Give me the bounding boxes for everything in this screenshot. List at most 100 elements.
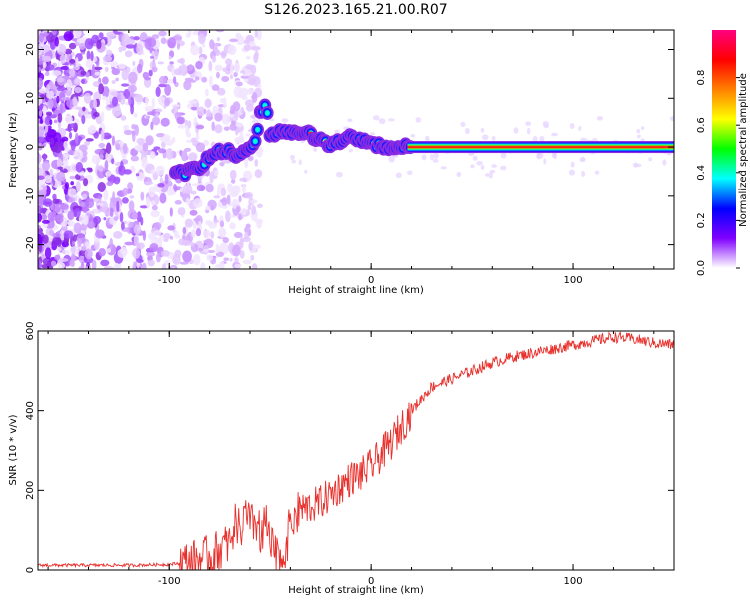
heatmap-noise-cell (38, 66, 42, 72)
heatmap-y-tick-label: 20 (25, 43, 36, 56)
heatmap-noise-cell (177, 207, 186, 216)
heatmap-noise-cell (120, 115, 127, 121)
heatmap-noise-cell (118, 63, 126, 70)
heatmap-noise-cell (215, 243, 220, 254)
heatmap-noise-cell (640, 126, 645, 131)
heatmap-noise-cell (69, 123, 76, 129)
heatmap-noise-cell (291, 159, 296, 164)
heatmap-noise-cell (476, 161, 483, 166)
heatmap-noise-cell (594, 170, 600, 175)
heatmap-noise-cell (160, 250, 170, 257)
heatmap-noise-cell (480, 128, 485, 133)
heatmap-noise-cell (176, 116, 185, 125)
heatmap-noise-cell (54, 254, 61, 261)
heatmap-noise-cell (127, 95, 132, 106)
heatmap-noise-cell (81, 79, 85, 84)
heatmap-noise-cell (158, 83, 167, 88)
heatmap-noise-cell (41, 253, 45, 260)
heatmap-noise-cell (98, 32, 104, 39)
heatmap-noise-cell (145, 115, 151, 120)
heatmap-noise-cell (568, 169, 576, 176)
heatmap-noise-cell (239, 238, 244, 249)
heatmap-noise-cell (86, 50, 91, 61)
heatmap-noise-cell (42, 153, 47, 162)
heatmap-noise-cell (313, 147, 318, 152)
heatmap-noise-cell (164, 173, 169, 185)
heatmap-noise-cell (155, 252, 161, 263)
heatmap-noise-cell (56, 77, 64, 83)
heatmap-noise-cell (220, 50, 227, 59)
heatmap-noise-cell (235, 139, 245, 144)
heatmap-noise-cell (215, 71, 220, 79)
heatmap-noise-cell (232, 101, 241, 112)
heatmap-noise-cell (136, 258, 144, 264)
heatmap-noise-cell (243, 44, 251, 52)
heatmap-noise-cell (204, 88, 209, 97)
heatmap-noise-cell (167, 225, 175, 231)
heatmap-noise-cell (72, 96, 78, 107)
heatmap-noise-cell (257, 203, 263, 208)
snr-ticks: -100 0 100 0 200 400 600 (25, 321, 674, 587)
heatmap-noise-cell (93, 98, 98, 110)
heatmap-noise-cell (81, 114, 86, 125)
heatmap-noise-cell (219, 220, 225, 228)
colorbar-tick-label: 0.8 (696, 70, 707, 86)
heatmap-noise-cell (198, 247, 203, 252)
heatmap-noise-cell (178, 65, 182, 76)
heatmap-noise-cell (155, 112, 159, 118)
heatmap-noise-cell (57, 247, 62, 252)
heatmap-noise-cell (133, 36, 140, 41)
heatmap-noise-cell (124, 50, 133, 58)
heatmap-noise-cell (500, 151, 507, 159)
heatmap-noise-cell (130, 155, 140, 162)
heatmap-noise-cell (70, 181, 75, 186)
heatmap-noise-cell (240, 75, 250, 79)
heatmap-noise-cell (94, 71, 101, 76)
heatmap-noise-cell (80, 51, 86, 55)
heatmap-noise-cell (208, 60, 213, 72)
heatmap-noise-cell (54, 141, 62, 154)
heatmap-noise-cell (39, 103, 43, 111)
heatmap-noise-cell (247, 156, 254, 161)
heatmap-noise-cell (121, 221, 125, 230)
heatmap-noise-cell (212, 55, 217, 63)
heatmap-noise-cell (636, 128, 641, 134)
heatmap-noise-cell (75, 106, 83, 110)
heatmap-noise-cell (151, 205, 158, 211)
heatmap-noise-cell (141, 157, 148, 167)
heatmap-noise-cell (105, 135, 112, 139)
heatmap-noise-cell (219, 97, 225, 104)
snr-background (38, 331, 674, 570)
heatmap-noise-cell (219, 228, 226, 238)
heatmap-noise-cell (388, 155, 395, 163)
heatmap-noise-cell (76, 37, 86, 44)
heatmap-noise-cell (229, 109, 235, 115)
heatmap-noise-cell (113, 230, 123, 239)
heatmap-noise-cell (84, 38, 94, 50)
heatmap-noise-cell (159, 215, 165, 224)
heatmap-noise-cell (227, 44, 237, 56)
heatmap-noise-cell (69, 68, 76, 77)
heatmap-ridge (168, 98, 674, 183)
heatmap-noise-cell (184, 119, 189, 127)
heatmap-noise-cell (52, 193, 57, 201)
heatmap-noise-cell (281, 118, 289, 123)
heatmap-noise-cell (151, 97, 155, 110)
heatmap-noise-cell (128, 200, 135, 212)
heatmap-y-tick-label: -20 (25, 236, 36, 252)
heatmap-noise-cell (526, 127, 531, 135)
heatmap-noise-cell (148, 69, 153, 77)
heatmap-noise-cell (96, 39, 102, 50)
heatmap-noise-cell (117, 93, 122, 103)
heatmap-noise-cell (185, 197, 191, 206)
heatmap-noise-cell (336, 171, 343, 178)
heatmap-noise-cell (149, 151, 156, 160)
heatmap-noise-cell (136, 43, 144, 56)
heatmap-noise-cell (189, 209, 198, 216)
heatmap-noise-cell (52, 236, 62, 246)
heatmap-noise-cell (640, 138, 645, 142)
heatmap-noise-cell (491, 164, 497, 168)
heatmap-noise-cell (70, 253, 75, 264)
heatmap-noise-cell (97, 164, 104, 172)
